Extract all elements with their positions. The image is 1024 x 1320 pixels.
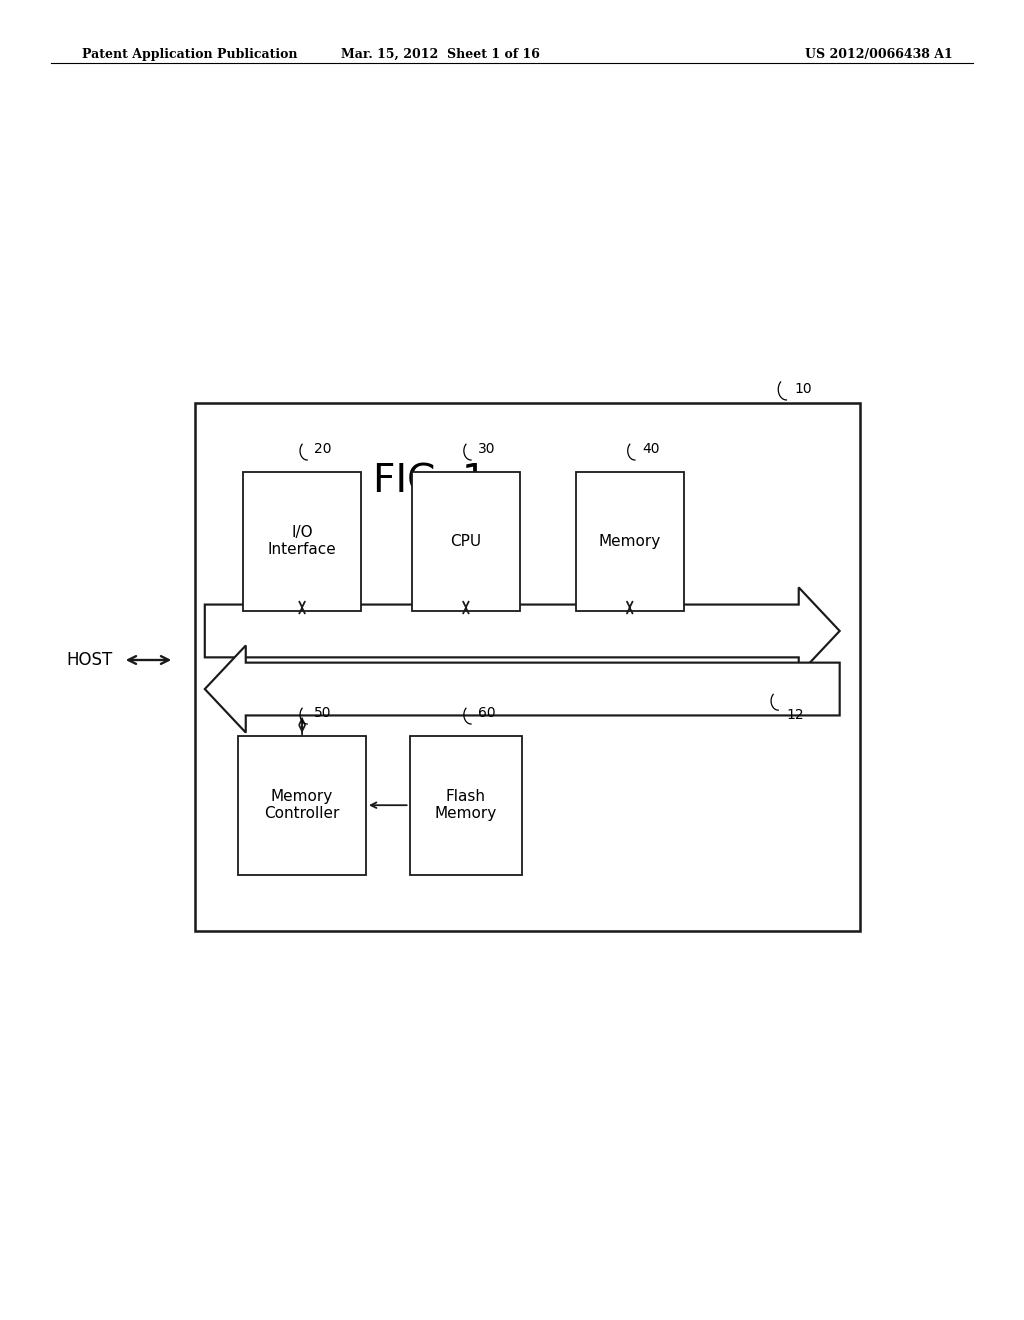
Bar <box>244 473 360 610</box>
Text: 10: 10 <box>795 381 812 396</box>
Polygon shape <box>205 645 840 733</box>
Text: FIG. 1: FIG. 1 <box>373 463 487 500</box>
Text: Memory
Controller: Memory Controller <box>264 789 340 821</box>
Text: 60: 60 <box>478 706 496 721</box>
Text: 20: 20 <box>314 442 332 457</box>
Text: I/O
Interface: I/O Interface <box>267 525 337 557</box>
Text: 12: 12 <box>786 708 804 722</box>
Text: 50: 50 <box>314 706 332 721</box>
Text: CPU: CPU <box>451 533 481 549</box>
Bar <box>238 737 367 874</box>
Text: US 2012/0066438 A1: US 2012/0066438 A1 <box>805 48 952 61</box>
Bar <box>195 403 860 931</box>
Text: HOST: HOST <box>67 651 113 669</box>
Text: Patent Application Publication: Patent Application Publication <box>82 48 297 61</box>
Bar <box>412 473 520 610</box>
Text: Flash
Memory: Flash Memory <box>435 789 497 821</box>
Polygon shape <box>205 587 840 675</box>
Text: Memory: Memory <box>599 533 660 549</box>
Text: 30: 30 <box>478 442 496 457</box>
Text: Mar. 15, 2012  Sheet 1 of 16: Mar. 15, 2012 Sheet 1 of 16 <box>341 48 540 61</box>
Bar <box>575 473 684 610</box>
Text: 40: 40 <box>642 442 659 457</box>
Bar <box>410 737 522 874</box>
